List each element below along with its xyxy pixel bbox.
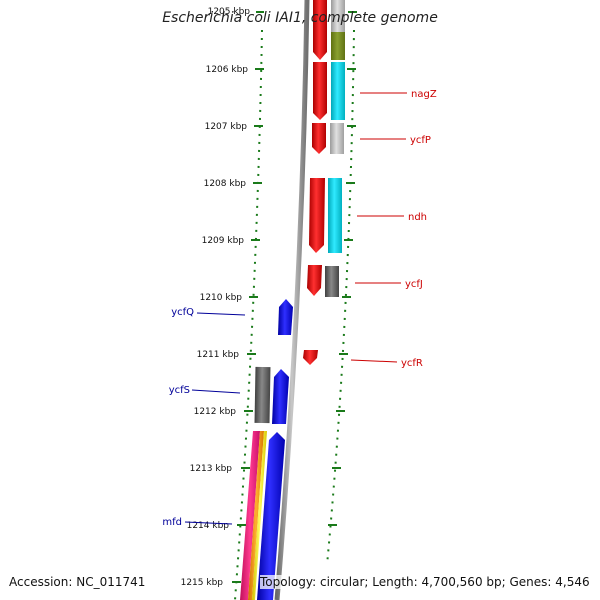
feature-block-yellow[interactable] <box>252 431 267 600</box>
gene-label-ycfr[interactable]: ycfR <box>401 358 423 369</box>
forward-feature-group <box>325 0 345 297</box>
feature-block-dark-gray[interactable] <box>254 366 271 424</box>
cds-forward[interactable] <box>313 62 327 120</box>
reverse-feature-group <box>240 366 271 600</box>
cds-reverse[interactable] <box>257 432 285 600</box>
feature-block-light-gray[interactable] <box>331 0 345 32</box>
label-leader <box>350 359 398 363</box>
feature-block-light-gray[interactable] <box>330 123 344 154</box>
tick-label: 1205 kbp <box>208 7 251 17</box>
feature-block-cyan[interactable] <box>328 178 342 253</box>
map-title: Escherichia coli IAI1, complete genome <box>162 10 438 26</box>
cds-forward[interactable] <box>303 350 318 365</box>
scale-ticks: 1205 kbp 1206 kbp 1207 kbp 1208 kbp 1209… <box>181 7 264 588</box>
gene-label-ycfp[interactable]: ycfP <box>410 135 431 146</box>
feature-block-orange[interactable] <box>248 431 264 600</box>
tick-label: 1207 kbp <box>205 122 248 132</box>
gene-label-ycfj[interactable]: ycfJ <box>405 279 423 290</box>
genome-backbone <box>274 0 310 600</box>
tick-label: 1212 kbp <box>194 407 237 417</box>
tick-label: 1214 kbp <box>187 521 230 531</box>
tick-label: 1213 kbp <box>190 464 233 474</box>
tick-label: 1215 kbp <box>181 578 224 588</box>
label-leader <box>196 312 246 316</box>
tick-label: 1211 kbp <box>197 350 240 360</box>
tick-label: 1210 kbp <box>200 293 243 303</box>
cds-reverse[interactable] <box>272 369 289 424</box>
feature-block-dark-gray[interactable] <box>325 266 339 297</box>
gene-label-ycfs[interactable]: ycfS <box>169 385 190 396</box>
reverse-gene-labels: ycfQ ycfS mfd <box>162 307 246 528</box>
feature-block-cyan[interactable] <box>331 62 345 120</box>
genome-summary-text: Topology: circular; Length: 4,700,560 bp… <box>260 575 590 589</box>
reverse-cds-group <box>257 299 293 600</box>
feature-block-pink[interactable] <box>240 431 260 600</box>
outer-ring-ticks <box>328 11 357 526</box>
cds-forward[interactable] <box>307 265 322 296</box>
cds-forward[interactable] <box>312 123 326 154</box>
gene-label-mfd[interactable]: mfd <box>162 517 182 528</box>
gene-label-ycfq[interactable]: ycfQ <box>171 307 194 318</box>
tick-label: 1206 kbp <box>206 65 249 75</box>
label-leader <box>184 521 233 525</box>
tick-label: 1208 kbp <box>204 179 247 189</box>
cds-forward[interactable] <box>313 0 327 60</box>
cds-reverse[interactable] <box>278 299 293 335</box>
gene-label-nagz[interactable]: nagZ <box>411 89 437 100</box>
cds-forward[interactable] <box>309 178 325 253</box>
label-leader <box>191 389 241 394</box>
feature-block-olive[interactable] <box>331 32 345 60</box>
gene-label-ndh[interactable]: ndh <box>408 212 427 223</box>
forward-cds-group <box>303 0 327 365</box>
tick-label: 1209 kbp <box>202 236 245 246</box>
accession-text: Accession: NC_011741 <box>9 575 146 589</box>
forward-gene-labels: nagZ ycfP ndh ycfJ ycfR <box>350 89 437 369</box>
